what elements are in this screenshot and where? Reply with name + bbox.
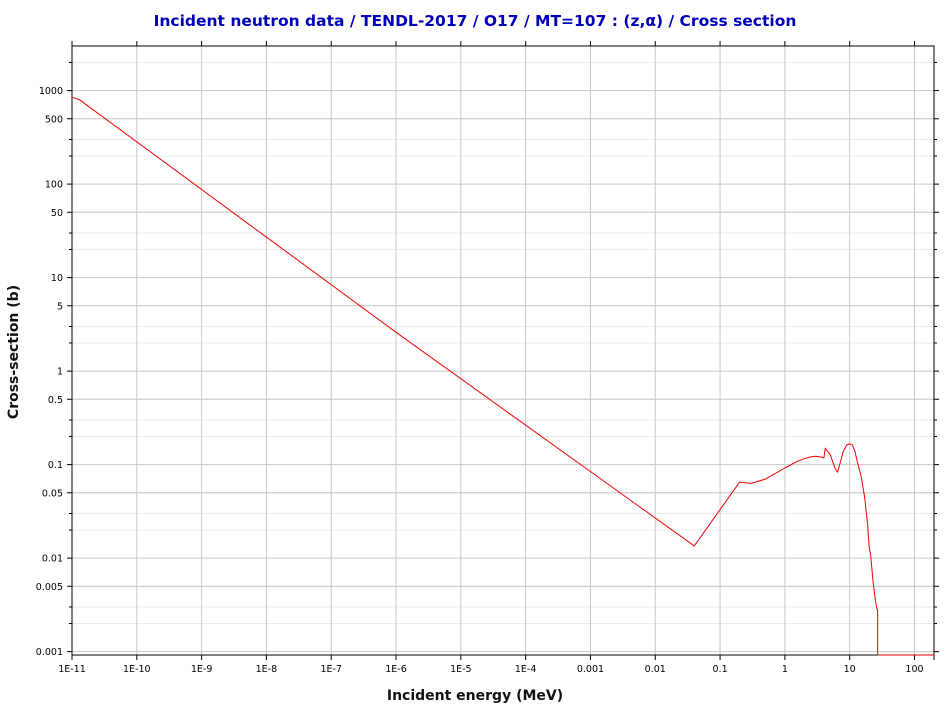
y-axis-label: Cross-section (b) [6, 285, 22, 419]
y-tick-label: 50 [51, 208, 63, 219]
x-tick-label: 100 [905, 664, 923, 675]
y-tick-label: 0.005 [36, 582, 63, 593]
major-grid [72, 46, 934, 655]
y-tick-label: 1000 [39, 86, 63, 97]
y-tick-label: 100 [45, 180, 63, 191]
y-tick-label: 500 [45, 114, 63, 125]
series-layer [71, 96, 934, 656]
x-tick-label: 1 [782, 664, 788, 675]
y-tick-label: 0.5 [48, 395, 63, 406]
x-tick-label: 0.001 [577, 664, 604, 675]
y-tick-label: 1 [57, 367, 63, 378]
chart-title: Incident neutron data / TENDL-2017 / O17… [154, 12, 797, 30]
plot-area-frame [71, 45, 935, 656]
y-axis-tick-labels: 1000 500 100 50 10 5 1 0.5 0.1 0.05 0.01 0.005 0.001 [36, 86, 63, 658]
x-axis-tick-labels: 1E-11 1E-10 1E-9 1E-8 1E-7 1E-6 1E-5 1E-4 0.001 0… [58, 664, 923, 675]
x-tick-label: 1E-8 [256, 664, 278, 675]
y-tick-label: 0.05 [42, 488, 63, 499]
x-tick-label: 0.1 [713, 664, 728, 675]
x-tick-label: 10 [844, 664, 856, 675]
x-axis-label: Incident energy (MeV) [387, 688, 563, 704]
y-tick-label: 10 [51, 273, 63, 284]
y-tick-label: 0.001 [36, 647, 63, 658]
x-tick-label: 1E-4 [515, 664, 537, 675]
axis-ticks [67, 41, 939, 660]
x-tick-label: 1E-9 [191, 664, 213, 675]
cross-section-series-line [71, 96, 934, 656]
x-tick-label: 1E-11 [58, 664, 86, 675]
x-tick-label: 1E-5 [450, 664, 472, 675]
x-tick-label: 1E-7 [320, 664, 342, 675]
x-tick-label: 0.01 [645, 664, 666, 675]
y-tick-label: 0.1 [48, 460, 63, 471]
x-tick-label: 1E-6 [385, 664, 407, 675]
y-tick-label: 5 [57, 301, 63, 312]
x-tick-label: 1E-10 [123, 664, 151, 675]
y-tick-label: 0.01 [42, 554, 63, 565]
